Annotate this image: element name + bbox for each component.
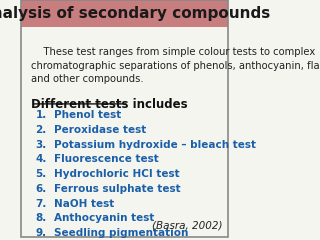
- Text: Anthocyanin test: Anthocyanin test: [54, 213, 155, 223]
- Text: 8.: 8.: [36, 213, 47, 223]
- Text: 4.: 4.: [36, 154, 47, 164]
- Text: Phenol test: Phenol test: [54, 110, 122, 120]
- Text: Ferrous sulphate test: Ferrous sulphate test: [54, 184, 181, 194]
- Text: 6.: 6.: [36, 184, 47, 194]
- Text: 2.: 2.: [36, 125, 47, 135]
- Text: 3.: 3.: [36, 140, 47, 150]
- Text: 1.: 1.: [36, 110, 47, 120]
- Text: Fluorescence test: Fluorescence test: [54, 154, 159, 164]
- Text: Hydrochloric HCI test: Hydrochloric HCI test: [54, 169, 180, 179]
- FancyBboxPatch shape: [21, 0, 228, 27]
- Text: Seedling pigmentation: Seedling pigmentation: [54, 228, 188, 238]
- Text: NaOH test: NaOH test: [54, 198, 115, 209]
- Text: (Basra, 2002): (Basra, 2002): [151, 220, 222, 230]
- Text: 9.: 9.: [36, 228, 47, 238]
- Text: Potassium hydroxide – bleach test: Potassium hydroxide – bleach test: [54, 140, 256, 150]
- Text: These test ranges from simple colour tests to complex
chromatographic separation: These test ranges from simple colour tes…: [31, 48, 320, 84]
- Text: Peroxidase test: Peroxidase test: [54, 125, 147, 135]
- Text: 5.: 5.: [36, 169, 47, 179]
- Text: Analysis of secondary compounds: Analysis of secondary compounds: [0, 6, 270, 21]
- Text: Different tests includes: Different tests includes: [31, 98, 188, 111]
- Text: 7.: 7.: [36, 198, 47, 209]
